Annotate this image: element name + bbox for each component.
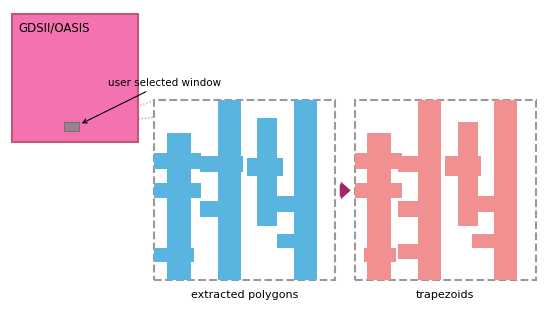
Bar <box>367 133 390 280</box>
Text: GDSII/OASIS: GDSII/OASIS <box>18 22 90 35</box>
Bar <box>294 100 317 280</box>
FancyArrow shape <box>340 182 351 199</box>
Bar <box>277 196 317 212</box>
Bar <box>355 100 536 280</box>
Bar <box>494 100 518 280</box>
Bar <box>155 248 194 263</box>
Bar <box>155 153 201 169</box>
Bar <box>398 245 427 259</box>
Bar <box>364 248 396 263</box>
Bar <box>355 183 402 198</box>
Bar <box>476 196 516 212</box>
Bar <box>64 122 79 131</box>
Bar <box>355 153 402 169</box>
Bar <box>458 122 477 226</box>
Bar <box>200 201 239 217</box>
Bar <box>155 100 336 280</box>
Bar <box>277 234 313 248</box>
Bar <box>257 119 277 226</box>
Text: extracted polygons: extracted polygons <box>191 290 299 300</box>
Bar <box>398 201 438 217</box>
Text: trapezoids: trapezoids <box>416 290 474 300</box>
Bar <box>472 234 508 248</box>
Bar <box>246 158 283 176</box>
Bar <box>12 14 138 142</box>
Bar <box>445 156 481 176</box>
Text: user selected window: user selected window <box>82 78 221 123</box>
Bar <box>155 183 201 198</box>
Bar <box>418 100 442 280</box>
Bar <box>200 156 243 172</box>
Bar <box>167 133 190 280</box>
Bar <box>218 100 241 280</box>
Bar <box>398 156 442 172</box>
